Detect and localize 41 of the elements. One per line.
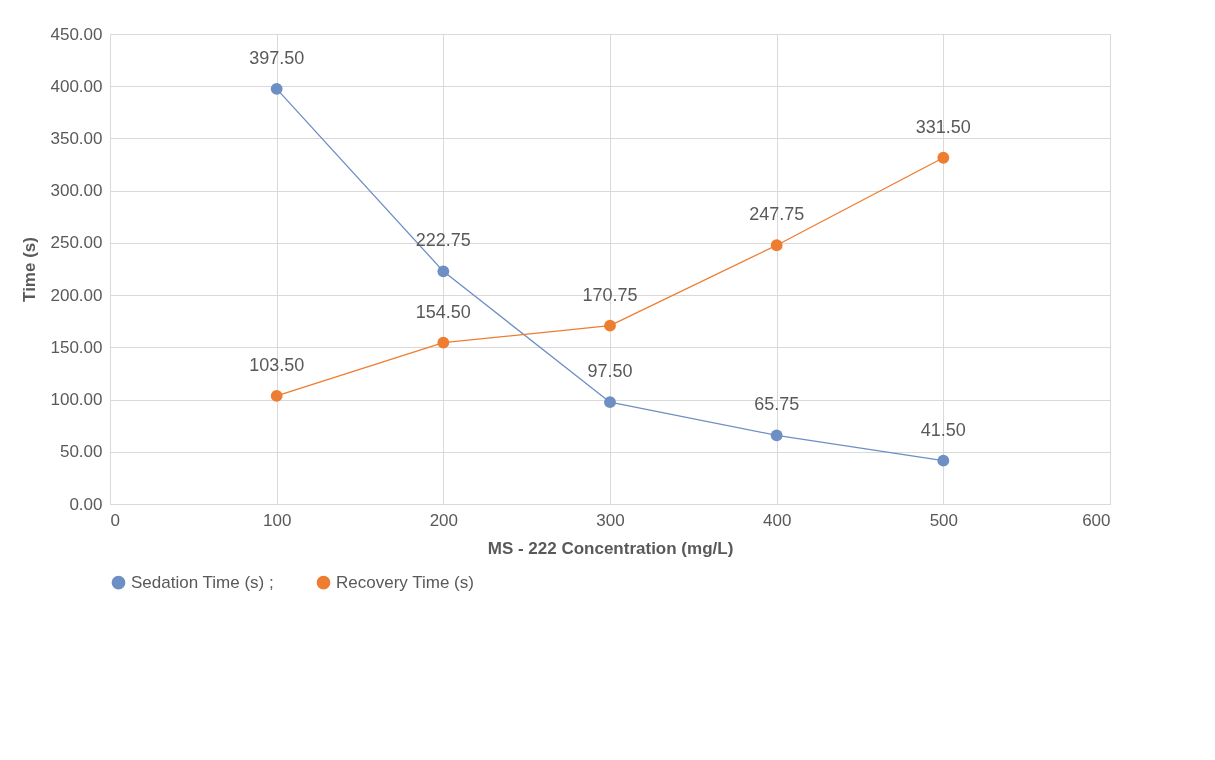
- y-tick-label: 0.00: [69, 494, 103, 514]
- point: [937, 454, 950, 467]
- y-tick-label: 200.00: [50, 285, 103, 305]
- point: [604, 319, 616, 332]
- x-tick-label: 400: [762, 510, 792, 530]
- y-tick-label: 300.00: [50, 181, 103, 201]
- y-tick-label: 150.00: [50, 337, 103, 357]
- point: [770, 239, 783, 252]
- data-label: 97.50: [587, 361, 633, 382]
- x-tick-label: 600: [1082, 510, 1111, 530]
- data-label: 170.75: [582, 284, 638, 305]
- y-tick-label: 400.00: [50, 76, 103, 96]
- point: [270, 82, 283, 95]
- x-tick-label: 100: [262, 510, 292, 530]
- y-tick-label: 100.00: [50, 390, 103, 410]
- data-label: 103.50: [249, 354, 305, 375]
- y-tick-label: 350.00: [50, 128, 103, 148]
- x-axis-title: MS - 222 Concentration (mg/L): [487, 538, 734, 558]
- x-tick-label: 200: [429, 510, 459, 530]
- y-tick-label: 450.00: [50, 24, 103, 44]
- data-label: 331.50: [915, 116, 971, 137]
- x-tick-label: 500: [929, 510, 959, 530]
- y-tick-label: 50.00: [59, 442, 103, 462]
- data-label: 222.75: [415, 230, 471, 251]
- y-axis-title: Time (s): [19, 237, 39, 302]
- point: [437, 336, 450, 349]
- point: [770, 429, 783, 442]
- legend-label: Sedation Time (s) ;: [131, 572, 274, 592]
- data-label: 41.50: [920, 419, 966, 440]
- point: [270, 390, 283, 402]
- legend-label: Recovery Time (s): [336, 572, 474, 592]
- data-label: 397.50: [249, 47, 305, 68]
- data-label: 247.75: [749, 204, 805, 225]
- data-label: 65.75: [754, 394, 800, 415]
- point: [937, 151, 950, 164]
- y-tick-label: 250.00: [50, 233, 103, 253]
- point: [604, 396, 616, 409]
- x-tick-label: 300: [596, 510, 625, 530]
- x-tick-label: 0: [110, 510, 120, 530]
- data-label: 154.50: [415, 301, 471, 322]
- point: [437, 265, 450, 278]
